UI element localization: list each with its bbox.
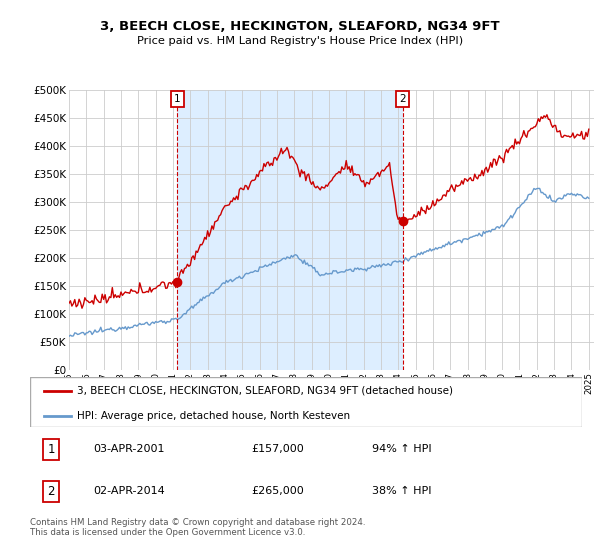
Text: 3, BEECH CLOSE, HECKINGTON, SLEAFORD, NG34 9FT: 3, BEECH CLOSE, HECKINGTON, SLEAFORD, NG… [100,20,500,32]
Text: Contains HM Land Registry data © Crown copyright and database right 2024.
This d: Contains HM Land Registry data © Crown c… [30,518,365,538]
Text: 03-APR-2001: 03-APR-2001 [94,445,165,454]
Text: HPI: Average price, detached house, North Kesteven: HPI: Average price, detached house, Nort… [77,411,350,421]
Text: 1: 1 [174,95,181,104]
Text: 1: 1 [47,443,55,456]
Text: Price paid vs. HM Land Registry's House Price Index (HPI): Price paid vs. HM Land Registry's House … [137,36,463,46]
Text: 94% ↑ HPI: 94% ↑ HPI [372,445,432,454]
Text: £265,000: £265,000 [251,487,304,496]
Text: 3, BEECH CLOSE, HECKINGTON, SLEAFORD, NG34 9FT (detached house): 3, BEECH CLOSE, HECKINGTON, SLEAFORD, NG… [77,386,453,396]
Text: 2: 2 [47,485,55,498]
Bar [177,90,403,370]
Text: 2: 2 [399,95,406,104]
Text: £157,000: £157,000 [251,445,304,454]
Text: 02-APR-2014: 02-APR-2014 [94,487,165,496]
Text: 38% ↑ HPI: 38% ↑ HPI [372,487,432,496]
